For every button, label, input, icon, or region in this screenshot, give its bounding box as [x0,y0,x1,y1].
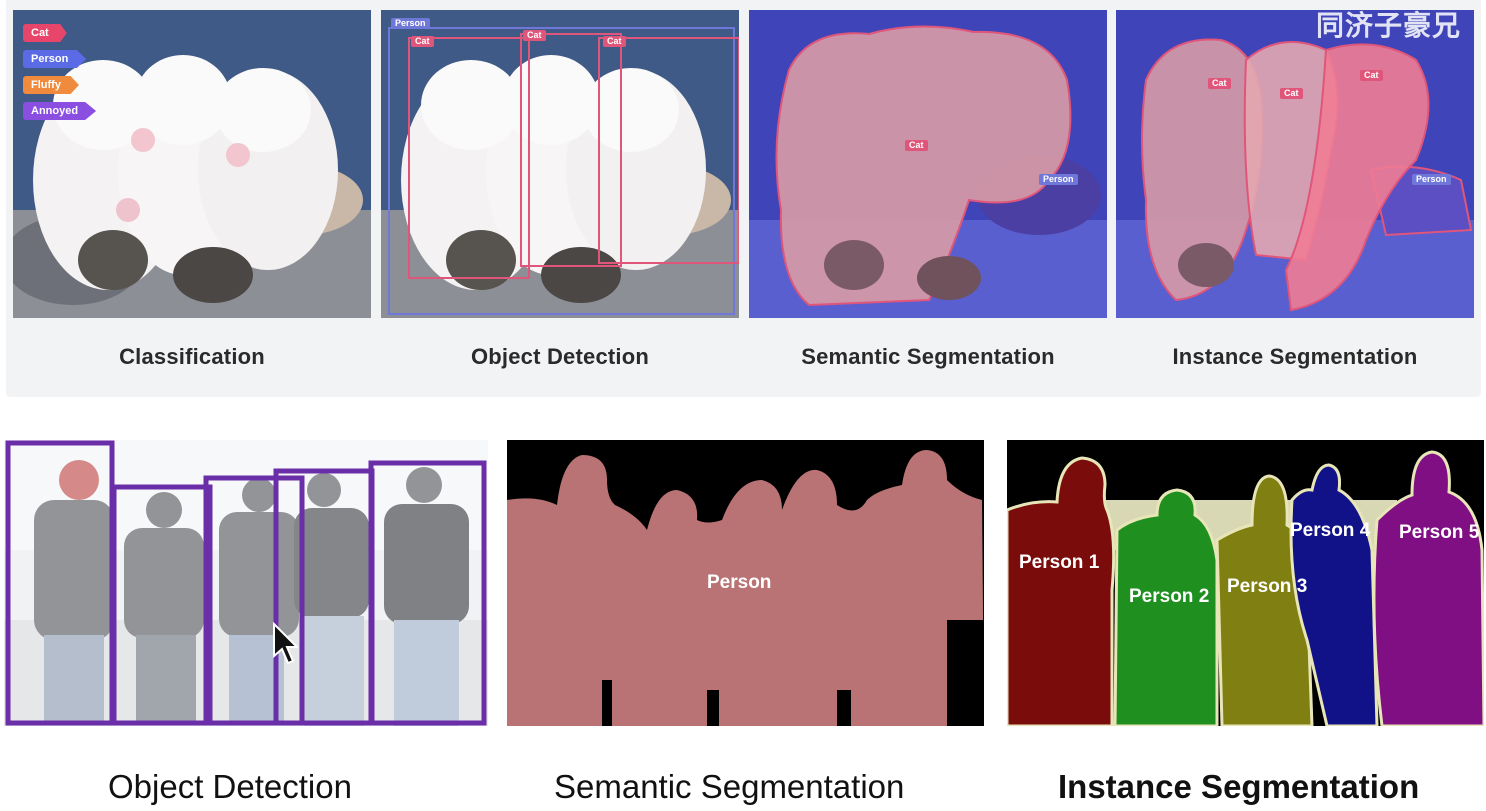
kittens-instance-mask [1116,10,1474,318]
tag-annoyed-label: Annoyed [31,105,79,117]
top-comparison-strip: Cat Person Fluffy Annoyed Classification… [6,0,1481,397]
semantic-person-label: Person [707,572,772,593]
box-cat-1-label: Cat [411,36,434,47]
box-cat-3-label: Cat [603,36,626,47]
mouse-cursor-icon [273,622,298,665]
watermark: 同济子豪兄 [1315,9,1461,42]
people-instance-mask: Person 1 Person 2 Person 3 Person 4 Pers… [1007,440,1484,726]
tag-cat: Cat [23,24,67,42]
person-1-label: Person 1 [1019,552,1100,573]
bottom-caption-object-detection: Object Detection [108,768,352,805]
people-photo-boxes [4,440,488,726]
classification-image: Cat Person Fluffy Annoyed [13,10,371,318]
instance-cat-1-label: Cat [1208,78,1231,89]
object-detection-image: Person Cat Cat Cat [381,10,739,318]
instance-cat-2-label: Cat [1280,88,1303,99]
tag-fluffy: Fluffy [23,76,79,94]
kittens-semantic-mask [749,10,1107,318]
bottom-caption-instance-segmentation: Instance Segmentation [1058,768,1420,805]
tag-cat-label: Cat [31,27,49,39]
instance-segmentation-image: Cat Cat Cat Person [1116,10,1474,318]
person-3-label: Person 3 [1227,576,1308,597]
people-semantic-mask: Person [507,440,984,726]
instance-person-mask [1007,440,1484,726]
caption-instance-segmentation: Instance Segmentation [1172,344,1418,369]
semantic-segmentation-image: Cat Person [749,10,1107,318]
instance-person-label: Person [1412,174,1451,185]
person-2-label: Person 2 [1129,586,1210,607]
instance-cat-3-label: Cat [1360,70,1383,81]
tag-person-label: Person [31,53,69,65]
box-cat-2-label: Cat [523,30,546,41]
tag-annoyed: Annoyed [23,102,97,120]
semantic-person-mask [507,440,984,726]
tag-person: Person [23,50,87,68]
tag-fluffy-label: Fluffy [31,79,61,91]
semantic-cat-label: Cat [905,140,928,151]
people-detection-image [4,440,488,726]
box-person-label: Person [391,18,430,29]
person-4-label: Person 4 [1290,520,1371,541]
bottom-caption-semantic-segmentation: Semantic Segmentation [554,768,905,805]
kittens-photo-boxes [381,10,739,318]
person-5-label: Person 5 [1399,522,1480,543]
semantic-person-label: Person [1039,174,1078,185]
caption-object-detection: Object Detection [470,344,649,369]
caption-classification: Classification [119,344,265,369]
caption-semantic-segmentation: Semantic Segmentation [801,344,1055,369]
kittens-photo [13,10,371,318]
